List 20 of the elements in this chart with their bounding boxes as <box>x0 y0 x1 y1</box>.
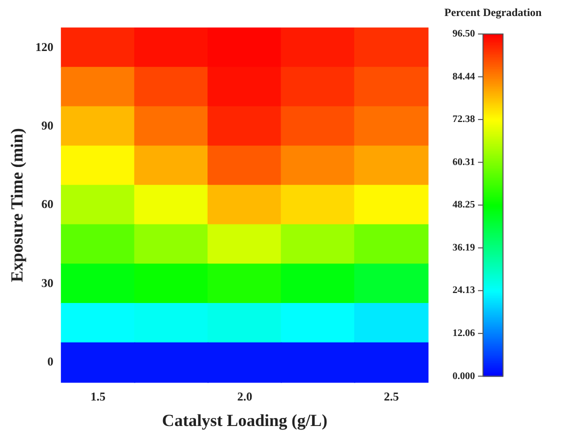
color-bar-label: 0.000 <box>452 370 475 382</box>
y-axis-title: Exposure Time (min) <box>8 128 27 282</box>
color-bar-label: 96.50 <box>452 28 475 40</box>
color-bar-label: 84.44 <box>452 71 475 82</box>
x-axis-title: Catalyst Loading (g/L) <box>162 411 328 430</box>
color-bar-label: 24.13 <box>452 285 475 296</box>
color-bar-label: 12.06 <box>452 328 475 340</box>
y-tick-label: 120 <box>35 40 54 54</box>
color-bar-label: 48.25 <box>452 200 475 211</box>
color-bar-label: 36.19 <box>452 242 475 254</box>
color-bar-label: 72.38 <box>452 114 475 126</box>
y-tick-label: 60 <box>41 197 54 212</box>
color-bar-title: Percent Degradation <box>444 7 542 19</box>
y-tick-label: 30 <box>41 276 54 290</box>
x-tick-label: 2.5 <box>384 389 399 404</box>
y-tick-label: 90 <box>41 118 54 132</box>
color-bar-label: 60.31 <box>452 156 475 168</box>
y-tick-label: 0 <box>47 354 54 369</box>
x-tick-label: 1.5 <box>90 389 106 404</box>
x-tick-label: 2.0 <box>237 389 252 404</box>
